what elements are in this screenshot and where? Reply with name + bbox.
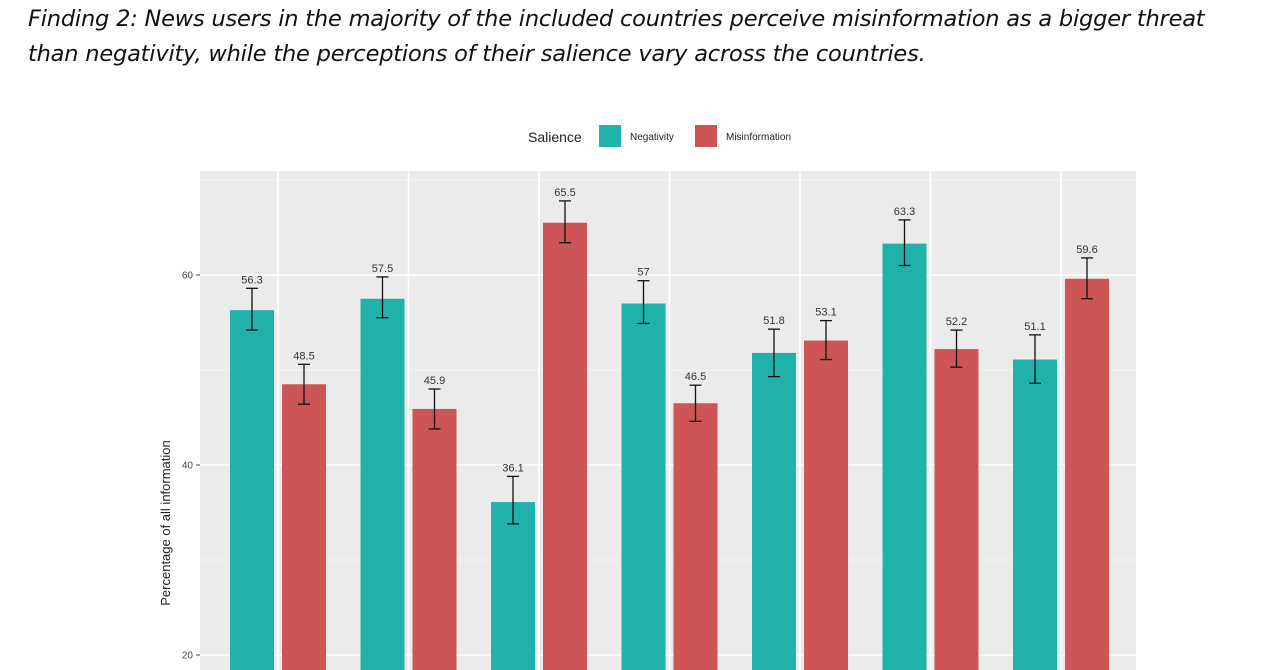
- value-label-misinformation: 53.1: [815, 307, 836, 319]
- y-tick-label: 40: [182, 461, 194, 472]
- bar-negativity: [1013, 359, 1057, 670]
- value-label-negativity: 51.1: [1024, 321, 1045, 333]
- value-label-negativity: 56.3: [241, 274, 262, 286]
- bar-misinformation: [804, 340, 848, 670]
- gridlines: [200, 171, 1136, 670]
- legend-key-misinformation: [695, 125, 717, 147]
- value-label-misinformation: 65.5: [554, 187, 575, 199]
- bar-negativity: [230, 310, 274, 670]
- value-label-misinformation: 52.2: [946, 316, 967, 328]
- bar-negativity: [882, 243, 927, 670]
- legend-label-negativity: Negativity: [630, 132, 674, 143]
- bar-negativity: [752, 352, 796, 670]
- value-label-misinformation: 59.6: [1076, 244, 1097, 256]
- bar-negativity: [360, 298, 405, 670]
- value-label-misinformation: 45.9: [424, 375, 445, 387]
- finding-heading: Finding 2: News users in the majority of…: [28, 2, 1278, 72]
- bar-misinformation: [543, 222, 587, 670]
- bar-misinformation: [934, 349, 979, 670]
- y-axis-title: Percentage of all information: [158, 440, 173, 605]
- bar-negativity: [621, 303, 666, 670]
- finding-heading-line-2: than negativity, while the perceptions o…: [28, 41, 926, 67]
- value-label-negativity: 57: [637, 267, 649, 279]
- legend-label-misinformation: Misinformation: [726, 132, 791, 143]
- legend-title: Salience: [528, 129, 582, 145]
- bar-misinformation: [673, 403, 718, 670]
- y-tick-label: 60: [182, 271, 194, 282]
- value-label-negativity: 51.8: [763, 315, 784, 327]
- bar-misinformation: [412, 408, 457, 670]
- legend-key-negativity: [599, 125, 621, 147]
- bar-misinformation: [1065, 278, 1109, 670]
- bar-negativity: [491, 502, 535, 670]
- bars: 56.3 48.5 57.5 45.9 36.1 65.5 57 46.5 51.8 53.1 63…: [230, 187, 1109, 670]
- plot-panel: [200, 171, 1136, 670]
- value-label-negativity: 57.5: [372, 263, 393, 275]
- legend: Salience Negativity Misinformation: [528, 125, 791, 147]
- y-tick-label: 20: [182, 651, 194, 662]
- value-label-misinformation: 46.5: [685, 371, 706, 383]
- finding-heading-line-1: Finding 2: News users in the majority of…: [28, 6, 1205, 32]
- value-label-misinformation: 48.5: [293, 350, 314, 362]
- bar-misinformation: [282, 384, 326, 670]
- value-label-negativity: 36.1: [502, 462, 523, 474]
- y-axis: 20 40 60: [182, 271, 200, 662]
- value-label-negativity: 63.3: [894, 206, 915, 218]
